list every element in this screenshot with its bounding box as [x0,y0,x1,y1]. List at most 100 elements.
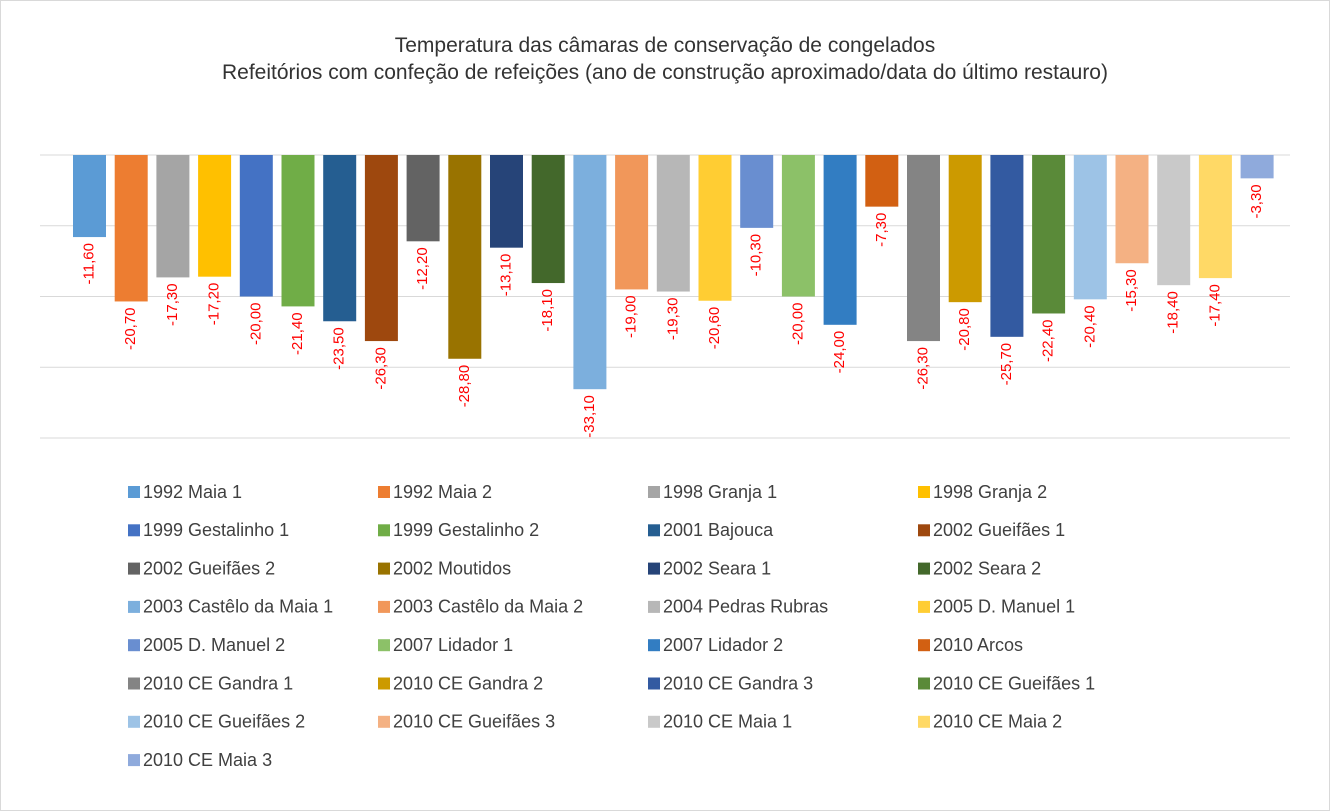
chart-title: Temperatura das câmaras de conservação d… [394,34,936,57]
bar [948,155,982,303]
bar [156,155,190,278]
legend-swatch [648,486,660,498]
legend-swatch [918,715,930,728]
legend-swatch [378,562,390,575]
data-label: -17,30 [164,283,181,326]
legend-swatch [128,677,140,690]
bar [1032,155,1066,314]
legend-label: 2010 CE Maia 3 [143,750,272,770]
legend-swatch [648,677,660,690]
data-label: -7,30 [873,213,890,247]
legend-swatch [128,754,140,767]
legend-swatch [648,639,660,652]
legend-swatch [648,715,660,728]
legend-label: 2002 Gueifães 2 [143,558,275,578]
data-label: -26,30 [372,347,389,390]
data-label: -20,00 [247,303,264,346]
legend-label: 2002 Seara 1 [663,558,771,578]
bar [615,155,649,290]
bar [656,155,690,292]
legend-label: 2003 Castêlo da Maia 1 [143,597,333,617]
legend-swatch [128,524,140,537]
data-label: -15,30 [1123,269,1140,312]
legend-swatch [648,524,660,537]
data-label: -10,30 [748,234,765,277]
legend-swatch [918,639,930,652]
legend-swatch [918,677,930,690]
data-label: -18,40 [1165,291,1182,334]
legend-swatch [378,677,390,690]
data-label: -23,50 [331,327,348,370]
legend-label: 2002 Gueifães 1 [933,520,1065,540]
bar [323,155,357,322]
legend-swatch [128,715,140,728]
bar [281,155,315,307]
data-label: -3,30 [1248,184,1265,218]
bar [239,155,273,297]
bar [448,155,482,359]
legend-swatch [918,486,930,498]
bar [1115,155,1149,264]
legend-swatch [128,486,140,498]
legend-swatch [378,600,390,613]
bar [490,155,523,248]
legend-swatch [128,600,140,613]
bar [907,155,940,342]
legend-swatch [128,639,140,652]
data-label: -19,00 [623,295,640,338]
data-label: -24,00 [831,331,848,374]
data-label: -33,10 [581,395,598,438]
bar [1240,155,1274,179]
bar [364,155,398,342]
legend-swatch [648,562,660,575]
legend-label: 1992 Maia 1 [143,482,242,502]
legend-label: 2003 Castêlo da Maia 2 [393,597,583,617]
chart-subtitle: Refeitórios com confeção de refeições (a… [222,61,1108,84]
legend-swatch [918,524,930,537]
bar [740,155,774,228]
legend-label: 2010 CE Gueifães 3 [393,712,555,732]
legend-label: 2004 Pedras Rubras [663,597,828,617]
legend-label: 2010 CE Gandra 3 [663,673,813,693]
legend-label: 2005 D. Manuel 2 [143,635,285,655]
legend-swatch [378,715,390,728]
legend-swatch [648,600,660,613]
data-label: -20,40 [1081,305,1098,348]
legend-label: 2010 CE Maia 2 [933,712,1062,732]
data-label: -19,30 [664,298,681,341]
bar [698,155,732,301]
legend-swatch [378,524,390,537]
data-label: -13,10 [497,254,514,297]
legend-label: 2010 CE Maia 1 [663,712,792,732]
legend-label: 1998 Granja 2 [933,482,1047,502]
bar [114,155,148,302]
legend-label: 2007 Lidador 2 [663,635,783,655]
data-label: -20,60 [706,307,723,350]
legend-label: 2002 Moutidos [393,558,511,578]
legend-label: 2010 CE Gandra 2 [393,673,543,693]
bar [73,155,106,238]
data-label: -21,40 [289,312,306,355]
legend-label: 1999 Gestalinho 2 [393,520,539,540]
bar [531,155,565,284]
data-label: -28,80 [456,365,473,408]
legend-label: 2010 CE Gueifães 2 [143,712,305,732]
data-label: -18,10 [539,289,556,332]
bar [823,155,857,325]
data-label: -25,70 [998,343,1015,386]
legend-label: 2002 Seara 2 [933,558,1041,578]
legend-label: 2001 Bajouca [663,520,774,540]
legend-label: 2010 CE Gandra 1 [143,673,293,693]
legend-swatch [128,562,140,575]
bar [990,155,1024,337]
legend-swatch [918,562,930,575]
legend-label: 2010 Arcos [933,635,1023,655]
data-label: -20,70 [122,307,139,350]
legend-label: 1998 Granja 1 [663,482,777,502]
bar [865,155,899,207]
bar [573,155,607,390]
data-label: -17,20 [206,283,223,326]
